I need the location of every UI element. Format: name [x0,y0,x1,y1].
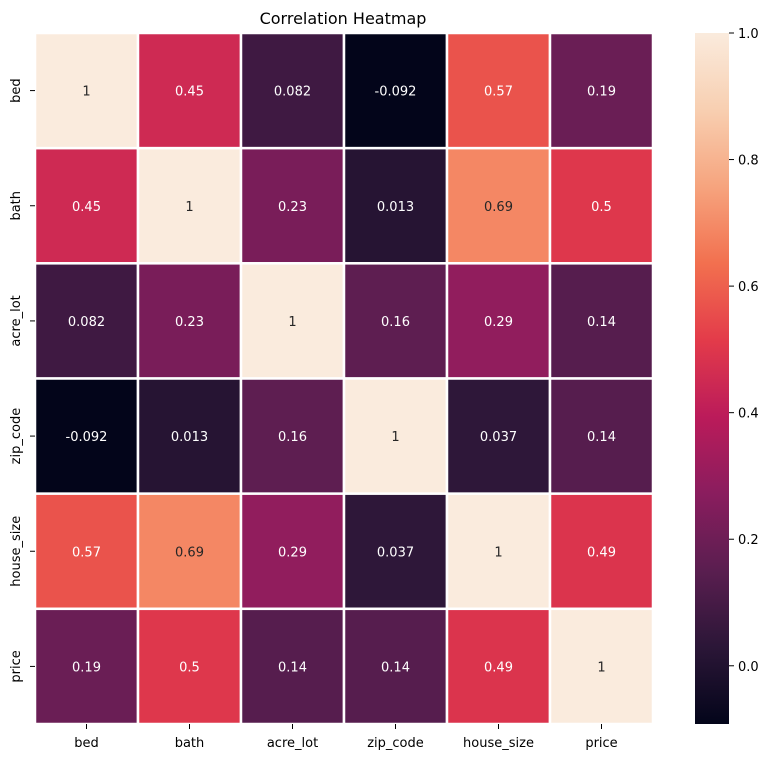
cell-value-label: 0.57 [484,85,513,100]
cell-value-label: 0.14 [278,660,307,675]
heatmap-cell-zip_code-zip_code [342,377,449,495]
y-tick-label-zip_code: zip_code [9,408,24,465]
y-tick-label-bath: bath [9,191,24,221]
heatmap-cell-zip_code-bath [136,377,243,495]
cell-value-label: 0.16 [278,430,307,445]
heatmap-cell-zip_code-price [548,377,655,495]
cell-value-label: 0.013 [171,430,208,445]
cell-value-label: 0.082 [274,85,311,100]
cell-value-label: 1 [288,315,296,330]
cell-value-label: 0.14 [587,315,616,330]
cells-layer [33,31,655,726]
cell-value-label: 1 [597,660,605,675]
heatmap-cell-house_size-acre_lot [239,492,346,611]
cell-value-label: 0.45 [175,85,204,100]
heatmap-cell-bath-bath [136,146,243,265]
cell-value-label: 0.23 [278,200,307,215]
cell-value-label: 0.23 [175,315,204,330]
cell-value-label: 0.57 [72,545,101,560]
cell-value-label: 0.19 [587,85,616,100]
cell-value-label: 0.49 [484,660,513,675]
colorbar-tick-label: 0.0 [738,660,759,675]
heatmap-cell-bath-zip_code [342,146,449,265]
heatmap-cell-price-price [548,607,655,726]
colorbar: 1.0 0.8 0.6 0.4 0.2 0.0 [695,27,759,724]
heatmap-cell-house_size-zip_code [342,492,449,611]
colorbar-gradient [695,33,729,724]
heatmap-cell-bed-price [548,31,655,150]
heatmap-cell-bath-price [548,146,655,265]
cell-value-label: 0.14 [587,430,616,445]
heatmap-cell-house_size-price [548,492,655,611]
chart-title: Correlation Heatmap [260,9,427,28]
cell-value-label: 0.082 [68,315,105,330]
cell-value-label: 0.29 [484,315,513,330]
heatmap-cell-acre_lot-zip_code [342,262,449,380]
heatmap-cell-house_size-house_size [445,492,552,611]
y-tick-label-house_size: house_size [9,516,24,587]
cell-value-label: 1 [185,200,193,215]
heatmap-cell-bed-bed [33,31,140,150]
heatmap-cell-price-bed [33,607,140,726]
cell-value-label: 0.013 [377,200,414,215]
cell-value-label: -0.092 [66,430,108,445]
heatmap-cell-acre_lot-bath [136,262,243,380]
cell-value-label: 0.5 [591,200,612,215]
heatmap-cell-bed-bath [136,31,243,150]
heatmap-cell-zip_code-bed [33,377,140,495]
cell-value-label: 0.16 [381,315,410,330]
heatmap-cell-acre_lot-price [548,262,655,380]
x-axis: bed bath acre_lot zip_code house_size price [74,724,618,751]
x-tick-label-house_size: house_size [463,736,534,751]
colorbar-tick-label: 1.0 [738,27,759,42]
colorbar-tick-label: 0.2 [738,533,759,548]
cell-value-label: 1 [82,85,90,100]
cell-value-label: 0.69 [484,200,513,215]
cell-value-label: 0.45 [72,200,101,215]
cell-value-label: 0.037 [377,545,414,560]
cell-value-label: 0.29 [278,545,307,560]
colorbar-tick-label: 0.6 [738,280,759,295]
cell-value-label: 1 [494,545,502,560]
y-tick-label-price: price [9,650,24,682]
x-tick-label-zip_code: zip_code [367,736,424,751]
labels-layer: 1 0.45 0.082 -0.092 0.57 0.19 0.45 1 0.23 0.013 0.… [66,85,616,676]
heatmap-cell-acre_lot-house_size [445,262,552,380]
cell-value-label: 0.5 [179,660,200,675]
x-tick-label-bath: bath [175,736,205,751]
colorbar-tick-label: 0.8 [738,154,759,169]
cell-value-label: 0.49 [587,545,616,560]
cell-value-label: 0.14 [381,660,410,675]
x-tick-label-acre_lot: acre_lot [267,736,318,751]
cell-value-label: 0.037 [480,430,517,445]
colorbar-tick-label: 0.4 [738,407,759,422]
x-tick-label-bed: bed [74,736,99,751]
cell-value-label: 1 [391,430,399,445]
cell-value-label: 0.19 [72,660,101,675]
cell-value-label: -0.092 [375,85,417,100]
x-tick-label-price: price [585,736,617,751]
heatmap-cell-zip_code-house_size [445,377,552,495]
heatmap-cell-zip_code-acre_lot [239,377,346,495]
y-tick-label-acre_lot: acre_lot [9,295,24,346]
y-tick-label-bed: bed [9,78,24,103]
cell-value-label: 0.69 [175,545,204,560]
